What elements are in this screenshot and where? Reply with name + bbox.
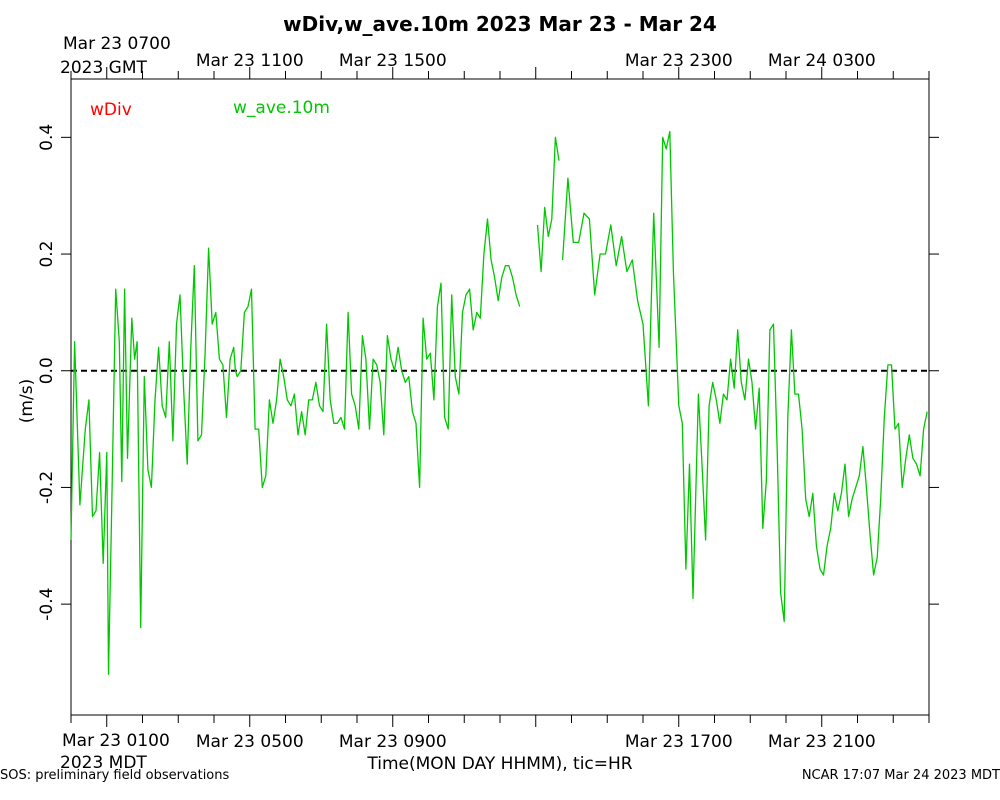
legend-entry-wDiv: wDiv [90,100,132,120]
series-line-w-ave-10m-segment-2 [561,130,928,623]
top-tick-label: Mar 23 1500 [339,51,447,71]
footer-left: SOS: preliminary field observations [0,768,230,783]
top-tick-label: Mar 23 2300 [625,51,733,71]
top-axis-label-line2: 2023 GMT [60,58,147,78]
series-line-w-ave-10m-segment-0 [70,218,521,675]
bottom-axis-label-line1: Mar 23 0100 [62,731,170,751]
bottom-tick-label: Mar 23 2100 [768,732,876,752]
footer-right: NCAR 17:07 Mar 24 2023 MDT [801,768,1000,783]
bottom-tick-label: Mar 23 1700 [625,732,733,752]
y-tick-label: 0.0 [37,357,57,384]
x-axis-label: Time(MON DAY HHMM), tic=HR [367,754,633,774]
y-tick-label: -0.2 [37,471,57,504]
bottom-tick-label: Mar 23 0900 [339,732,447,752]
y-tick-label: -0.4 [37,588,57,621]
top-tick-label: Mar 24 0300 [768,51,876,71]
bottom-tick-label: Mar 23 0500 [196,732,304,752]
y-tick-label: 0.4 [37,124,57,151]
plot-frame [70,78,930,716]
top-axis-label-line1: Mar 23 0700 [63,34,171,54]
legend-entry-w-ave-10m: w_ave.10m [233,98,330,118]
bottom-axis-label-line2: 2023 MDT [60,753,147,773]
top-tick-label: Mar 23 1100 [196,51,304,71]
chart-title: wDiv,w_ave.10m 2023 Mar 23 - Mar 24 [283,12,717,36]
series-line-w-ave-10m-segment-1 [536,136,560,273]
y-tick-label: 0.2 [37,241,57,268]
